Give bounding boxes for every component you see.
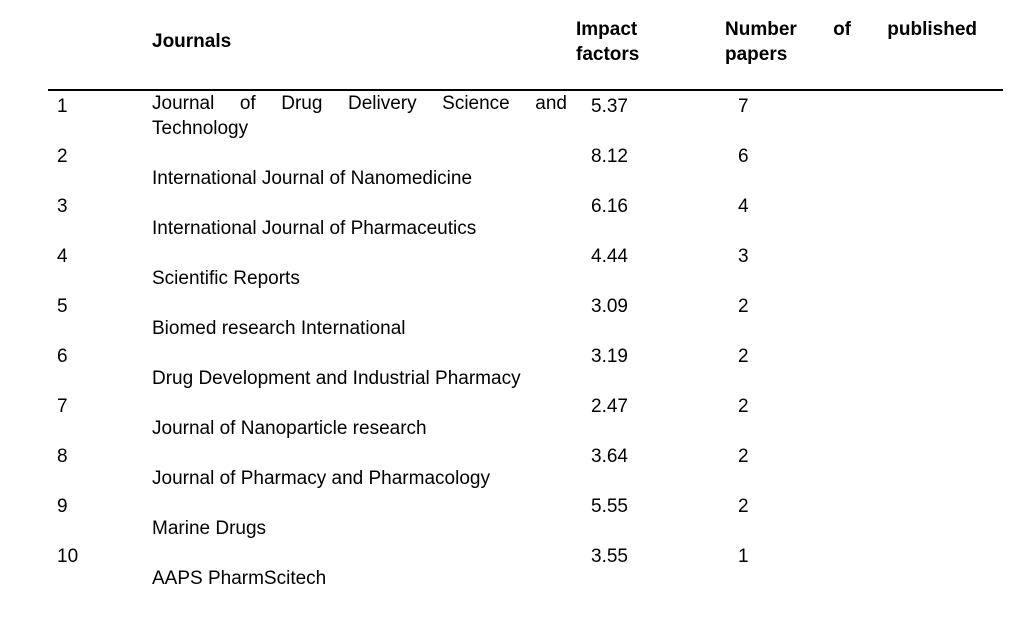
table-row: 4 Scientific Reports 4.44 3 xyxy=(48,241,1003,291)
journal-name: AAPS PharmScitech xyxy=(152,568,327,589)
journal-name: Drug Development and Industrial Pharmacy xyxy=(152,368,521,389)
journal-name: Journal of Nanoparticle research xyxy=(152,418,427,439)
column-header-impact-factors: Impact factors xyxy=(576,10,725,91)
papers-count: 2 xyxy=(738,346,749,367)
table-row: 1 Journal of Drug Delivery Science and Te… xyxy=(48,90,1003,141)
journal-name: Scientific Reports xyxy=(152,268,300,289)
papers-count: 1 xyxy=(738,546,749,567)
impact-factor-value: 3.55 xyxy=(591,546,628,567)
column-header-published-papers: Number of published papers xyxy=(725,10,1003,91)
journal-name: International Journal of Nanomedicine xyxy=(152,168,473,189)
papers-count: 3 xyxy=(738,246,749,267)
papers-count: 7 xyxy=(738,96,749,117)
row-index: 2 xyxy=(57,146,68,167)
papers-count: 2 xyxy=(738,446,749,467)
column-header-impact-factors-label: Impact factors xyxy=(576,19,640,65)
papers-count: 2 xyxy=(738,496,749,517)
column-header-journals: Journals xyxy=(152,10,576,91)
table-header-row: Journals Impact factors Number of publis… xyxy=(48,10,1003,91)
table-row: 9 Marine Drugs 5.55 2 xyxy=(48,491,1003,541)
column-header-index xyxy=(48,10,152,91)
impact-factor-value: 6.16 xyxy=(591,196,628,217)
journal-name: International Journal of Pharmaceutics xyxy=(152,218,477,239)
impact-factor-value: 8.12 xyxy=(591,146,628,167)
row-index: 5 xyxy=(57,296,68,317)
column-header-published-papers-label: Number of published papers xyxy=(725,19,977,65)
table-row: 8 Journal of Pharmacy and Pharmacology 3.6… xyxy=(48,441,1003,491)
papers-count: 6 xyxy=(738,146,749,167)
impact-factor-value: 2.47 xyxy=(591,396,628,417)
table-row: 6 Drug Development and Industrial Pharmac… xyxy=(48,341,1003,391)
papers-count: 4 xyxy=(738,196,749,217)
impact-factor-value: 3.19 xyxy=(591,346,628,367)
journal-name: Journal of Drug Delivery Science and Tec… xyxy=(152,93,567,139)
impact-factor-value: 4.44 xyxy=(591,246,628,267)
row-index: 4 xyxy=(57,246,68,267)
table-row: 7 Journal of Nanoparticle research 2.47 2 xyxy=(48,391,1003,441)
journals-table: Journals Impact factors Number of publis… xyxy=(48,10,1003,591)
row-index: 7 xyxy=(57,396,68,417)
table-row: 10 AAPS PharmScitech 3.55 1 xyxy=(48,541,1003,591)
papers-count: 2 xyxy=(738,296,749,317)
row-index: 1 xyxy=(57,96,68,117)
row-index: 3 xyxy=(57,196,68,217)
impact-factor-value: 5.37 xyxy=(591,96,628,117)
table-body: 1 Journal of Drug Delivery Science and Te… xyxy=(48,90,1003,591)
table-row: 3 International Journal of Pharmaceutics 6… xyxy=(48,191,1003,241)
table-row: 2 International Journal of Nanomedicine 8.… xyxy=(48,141,1003,191)
journal-name: Marine Drugs xyxy=(152,518,267,539)
journal-name: Journal of Pharmacy and Pharmacology xyxy=(152,468,490,489)
impact-factor-value: 5.55 xyxy=(591,496,628,517)
row-index: 10 xyxy=(57,546,79,567)
impact-factor-value: 3.09 xyxy=(591,296,628,317)
table-row: 5 Biomed research International 3.09 2 xyxy=(48,291,1003,341)
row-index: 6 xyxy=(57,346,68,367)
journal-name: Biomed research International xyxy=(152,318,406,339)
row-index: 9 xyxy=(57,496,68,517)
impact-factor-value: 3.64 xyxy=(591,446,628,467)
row-index: 8 xyxy=(57,446,68,467)
papers-count: 2 xyxy=(738,396,749,417)
